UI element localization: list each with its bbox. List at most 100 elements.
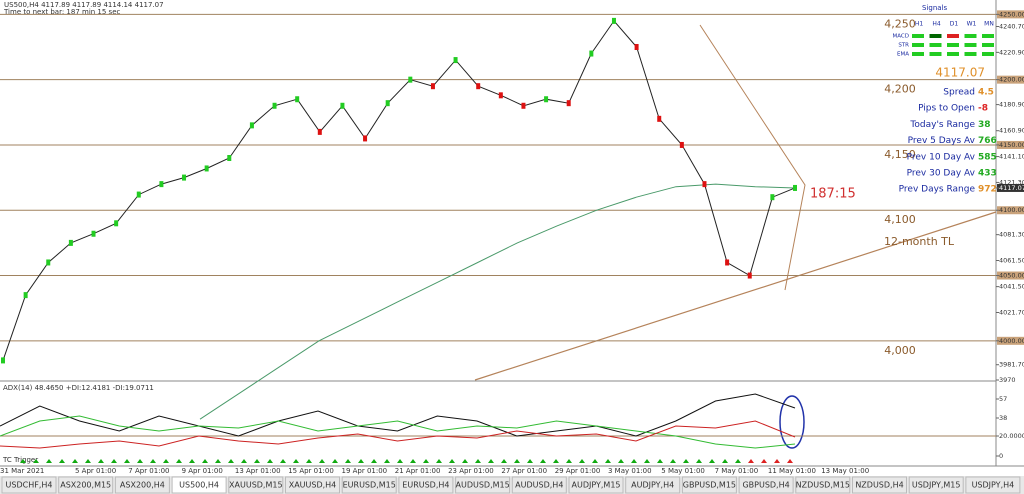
trigger-arrow xyxy=(202,459,208,463)
tab[interactable] xyxy=(341,476,397,494)
tab-label[interactable]: USDJPY,M15 xyxy=(912,481,961,490)
tick-bg xyxy=(997,271,1024,280)
tab-label[interactable]: GBPUSD,H4 xyxy=(742,481,789,490)
tab[interactable] xyxy=(625,476,681,494)
tab[interactable] xyxy=(114,476,170,494)
stat-label: Spread xyxy=(943,88,975,98)
signal-cell xyxy=(947,43,959,47)
tick-bg xyxy=(997,75,1024,84)
trigger-arrow xyxy=(722,459,728,463)
trigger-arrow xyxy=(475,459,481,463)
adx-line xyxy=(0,420,796,449)
candle xyxy=(747,272,752,279)
trigger-arrow xyxy=(605,459,611,463)
stat-value: 433 xyxy=(978,169,997,179)
tab-label[interactable]: AUDJPY,M15 xyxy=(571,481,620,490)
tab-label[interactable]: XAUUSD,H4 xyxy=(289,481,337,490)
adx-title: ADX(14) 48.4650 +DI:12.4181 -DI:19.0711 xyxy=(3,384,154,392)
trigger-arrow xyxy=(540,459,546,463)
candle xyxy=(566,100,571,107)
tab[interactable] xyxy=(965,476,1021,494)
trigger-arrow xyxy=(111,459,117,463)
stat-value: 972 xyxy=(978,185,997,195)
tab[interactable] xyxy=(58,476,114,494)
y-tick-label: 4150.00 xyxy=(999,141,1024,149)
tab[interactable] xyxy=(228,476,284,494)
tick-bg xyxy=(997,140,1024,149)
trigger-arrow xyxy=(241,459,247,463)
tab[interactable] xyxy=(398,476,454,494)
tab[interactable] xyxy=(171,476,227,494)
trigger-arrow xyxy=(670,459,676,463)
adx-line xyxy=(0,415,796,449)
signal-cell xyxy=(912,43,924,47)
y-tick-label: 4100.00 xyxy=(999,206,1024,214)
y-tick-label: 4050.00 xyxy=(999,272,1024,280)
date-label: 19 Apr 01:00 xyxy=(342,467,388,475)
signal-row: STR xyxy=(898,43,909,49)
trigger-arrow xyxy=(449,459,455,463)
trigger-arrow xyxy=(267,459,273,463)
tab-label[interactable]: NZDUSD,H4 xyxy=(855,481,903,490)
y-tick-label: 3970 xyxy=(999,376,1016,384)
tab-label[interactable]: EURUSD,H4 xyxy=(402,481,449,490)
tab-label[interactable]: USDJPY,H4 xyxy=(972,481,1015,490)
tab-label[interactable]: US500,H4 xyxy=(179,481,219,490)
tab[interactable] xyxy=(1,476,57,494)
tab-label[interactable]: ASX200,M15 xyxy=(60,481,111,490)
tab-label[interactable]: EURUSD,M15 xyxy=(343,481,396,490)
trigger-arrow xyxy=(20,459,26,463)
date-label: 29 Apr 01:00 xyxy=(555,467,601,475)
y-tick-label: 4141.10 xyxy=(999,153,1024,161)
candle xyxy=(91,230,96,237)
tab-label[interactable]: ASX200,H4 xyxy=(120,481,165,490)
price-line xyxy=(2,20,796,361)
candle xyxy=(1,357,5,364)
tab-label[interactable]: NZDUSD,M15 xyxy=(796,481,850,490)
trigger-arrow xyxy=(332,459,338,463)
trigger-title: TC Trigger xyxy=(2,456,38,464)
tab[interactable] xyxy=(455,476,511,494)
y-tick-label: 4041.50 xyxy=(999,283,1024,291)
y-tick-label: 4220.90 xyxy=(999,48,1024,56)
tab-label[interactable]: USDCHF,H4 xyxy=(6,481,53,490)
candle xyxy=(68,239,73,246)
tab[interactable] xyxy=(568,476,624,494)
candle xyxy=(476,83,481,90)
tab-label[interactable]: GBPUSD,M15 xyxy=(683,481,736,490)
trigger-arrow xyxy=(748,459,754,463)
signal-cell xyxy=(929,52,942,56)
tab[interactable] xyxy=(285,476,340,494)
trigger-arrow xyxy=(410,459,416,463)
stat-label: Today's Range xyxy=(909,120,975,130)
trigger-arrow xyxy=(371,459,377,463)
stat-label: Prev 5 Days Av xyxy=(908,136,976,146)
trigger-arrow xyxy=(98,459,104,463)
timer-annotation: 187:15 xyxy=(810,187,856,202)
trigger-arrow xyxy=(189,459,195,463)
tab-label[interactable]: AUDJPY,H4 xyxy=(631,481,674,490)
tab[interactable] xyxy=(852,476,907,494)
trigger-arrow xyxy=(774,459,780,463)
signal-cell xyxy=(912,52,924,56)
trigger-arrow xyxy=(761,459,767,463)
candle xyxy=(521,102,526,109)
signal-cell xyxy=(982,52,994,56)
tab-label[interactable]: XAUUSD,M15 xyxy=(229,481,283,490)
stat-label: Prev 30 Day Av xyxy=(907,169,976,179)
candle xyxy=(385,100,390,107)
trigger-arrow xyxy=(163,459,169,463)
timeframe: D1 xyxy=(950,21,959,28)
trigger-arrow xyxy=(228,459,234,463)
tab[interactable] xyxy=(908,476,964,494)
tab[interactable] xyxy=(738,476,794,494)
timeframe: H1 xyxy=(915,21,924,28)
tab-label[interactable]: AUDUSD,H4 xyxy=(515,481,563,490)
level-label: 4,250 xyxy=(884,17,916,30)
tab[interactable] xyxy=(511,476,567,494)
trigger-arrow xyxy=(527,459,533,463)
tab[interactable] xyxy=(795,476,851,494)
tab[interactable] xyxy=(681,476,737,494)
tab-label[interactable]: AUDUSD,M15 xyxy=(455,481,509,490)
